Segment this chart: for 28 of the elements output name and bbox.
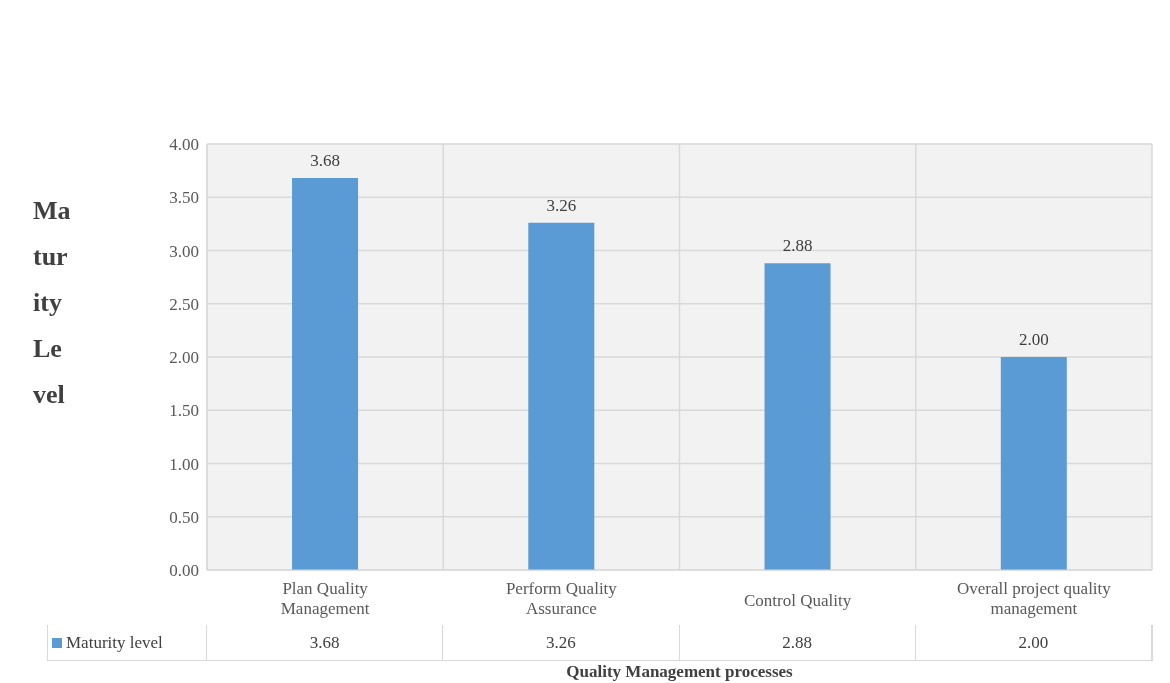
text: 3.26 bbox=[546, 195, 577, 215]
y-tick-label: 2.00 bbox=[169, 348, 199, 368]
y-tick-label: 0.50 bbox=[169, 507, 199, 527]
bar bbox=[528, 222, 595, 570]
y-tick-label: 0.00 bbox=[169, 561, 199, 581]
y-tick-label: 4.00 bbox=[169, 135, 199, 155]
data-label: 3.68 bbox=[207, 625, 444, 660]
y-axis-title: Maturity Level bbox=[33, 195, 72, 411]
y-tick-label: 2.50 bbox=[169, 294, 199, 314]
x-tick-label: Plan Quality Management bbox=[280, 579, 370, 618]
data-label: 2.00 bbox=[915, 625, 1152, 660]
text: 3.68 bbox=[310, 151, 340, 171]
y-tick-label: 1.50 bbox=[169, 401, 199, 421]
y-tick-label: 1.00 bbox=[169, 454, 199, 474]
y-tick-label: 3.50 bbox=[169, 188, 199, 208]
bar bbox=[764, 263, 831, 570]
x-tick-label: Control Quality bbox=[744, 591, 852, 610]
text: 2.00 bbox=[1018, 330, 1049, 349]
bar bbox=[292, 178, 359, 570]
x-axis-title: Quality Management processes bbox=[565, 662, 794, 682]
y-tick-label: 3.00 bbox=[169, 241, 199, 261]
legend-label: Maturity level bbox=[66, 632, 163, 653]
text: 2.88 bbox=[782, 236, 813, 256]
x-tick-label: Perform Quality Assurance bbox=[505, 579, 618, 618]
data-label: 2.88 bbox=[679, 625, 916, 660]
x-tick-label: Overall project quality management bbox=[956, 579, 1112, 618]
bar bbox=[1000, 357, 1067, 570]
data-label: 3.26 bbox=[443, 625, 680, 660]
